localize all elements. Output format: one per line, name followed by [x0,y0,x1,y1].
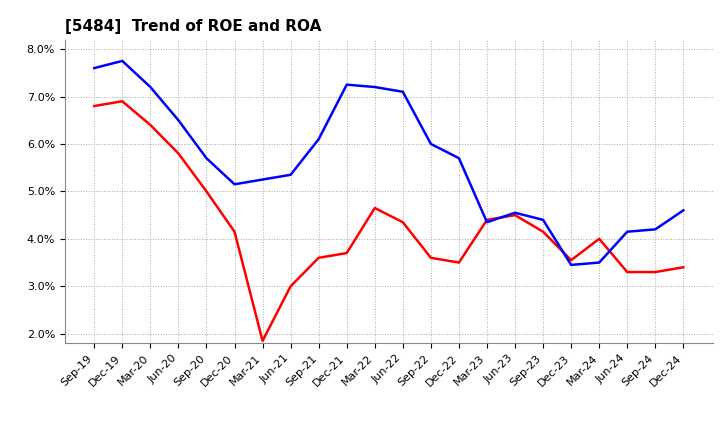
ROE [371,205,379,211]
ROA [146,84,155,90]
ROA [567,262,575,268]
ROA [118,59,127,64]
Line: ROE: ROE [94,101,683,341]
ROA [623,229,631,235]
ROE [287,284,295,289]
ROE [510,213,519,218]
ROA [679,208,688,213]
ROA [510,210,519,216]
ROA [651,227,660,232]
ROA [426,141,435,147]
Text: [5484]  Trend of ROE and ROA: [5484] Trend of ROE and ROA [65,19,321,34]
ROA [202,156,211,161]
Line: ROA: ROA [94,61,683,265]
ROA [595,260,603,265]
ROA [371,84,379,90]
ROA [174,117,183,123]
ROE [230,229,239,235]
ROE [343,250,351,256]
ROA [230,182,239,187]
ROE [258,338,267,344]
ROA [539,217,547,223]
ROE [202,189,211,194]
ROA [258,177,267,182]
ROE [454,260,463,265]
ROA [90,66,99,71]
ROE [90,103,99,109]
ROE [146,122,155,128]
ROE [315,255,323,260]
ROA [315,136,323,142]
ROA [343,82,351,87]
ROE [482,217,491,223]
ROE [595,236,603,242]
ROE [623,269,631,275]
ROA [287,172,295,177]
ROE [679,264,688,270]
ROE [539,229,547,235]
ROE [426,255,435,260]
ROE [398,220,407,225]
ROA [482,220,491,225]
ROE [651,269,660,275]
ROE [567,257,575,263]
ROE [118,99,127,104]
ROA [454,156,463,161]
ROE [174,151,183,156]
ROA [398,89,407,95]
